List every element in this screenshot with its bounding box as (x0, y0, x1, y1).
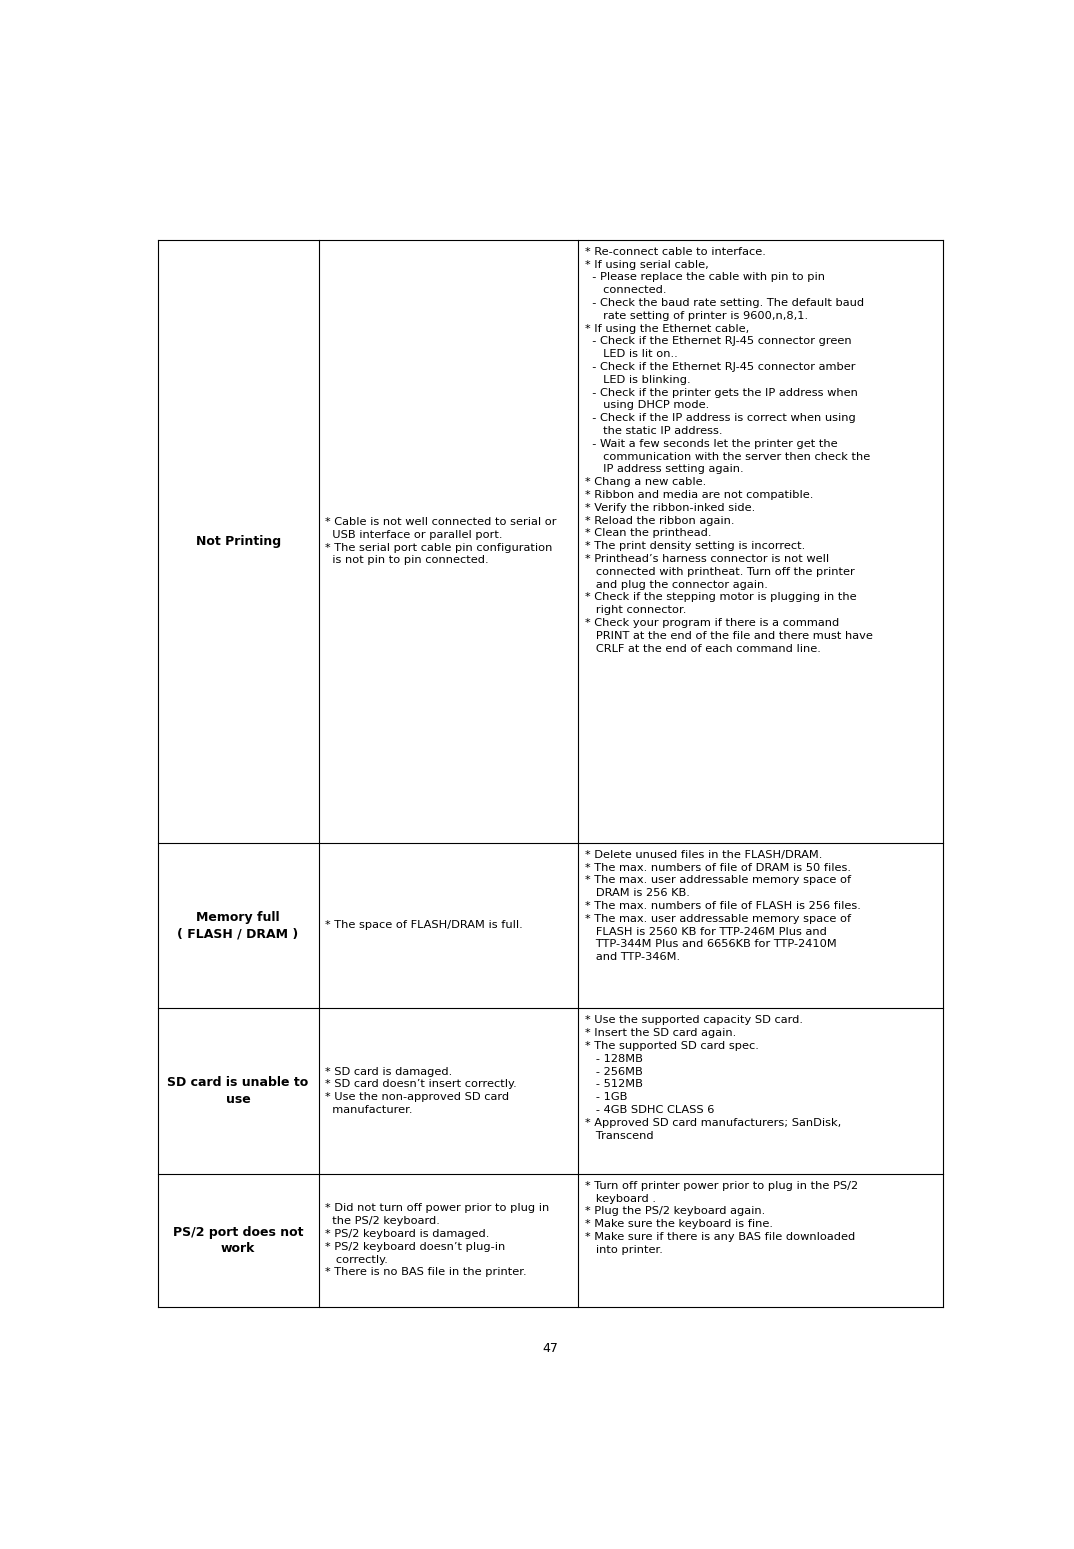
Text: * SD card is damaged.
* SD card doesn’t insert correctly.
* Use the non-approved: * SD card is damaged. * SD card doesn’t … (325, 1067, 517, 1115)
Text: Not Printing: Not Printing (195, 534, 280, 548)
Text: SD card is unable to
use: SD card is unable to use (168, 1077, 308, 1106)
Text: 47: 47 (542, 1343, 558, 1355)
Text: * Cable is not well connected to serial or
  USB interface or parallel port.
* T: * Cable is not well connected to serial … (325, 517, 556, 565)
Text: * Delete unused files in the FLASH/DRAM.
* The max. numbers of file of DRAM is 5: * Delete unused files in the FLASH/DRAM.… (584, 850, 860, 962)
Text: * Turn off printer power prior to plug in the PS/2
   keyboard .
* Plug the PS/2: * Turn off printer power prior to plug i… (584, 1180, 858, 1255)
Text: Memory full
( FLASH / DRAM ): Memory full ( FLASH / DRAM ) (177, 911, 299, 940)
Text: * The space of FLASH/DRAM is full.: * The space of FLASH/DRAM is full. (325, 920, 523, 931)
Text: * Use the supported capacity SD card.
* Insert the SD card again.
* The supporte: * Use the supported capacity SD card. * … (584, 1015, 841, 1140)
Text: * Did not turn off power prior to plug in
  the PS/2 keyboard.
* PS/2 keyboard i: * Did not turn off power prior to plug i… (325, 1204, 550, 1278)
Text: PS/2 port does not
work: PS/2 port does not work (173, 1225, 303, 1255)
Text: * Re-connect cable to interface.
* If using serial cable,
  - Please replace the: * Re-connect cable to interface. * If us… (584, 246, 872, 654)
